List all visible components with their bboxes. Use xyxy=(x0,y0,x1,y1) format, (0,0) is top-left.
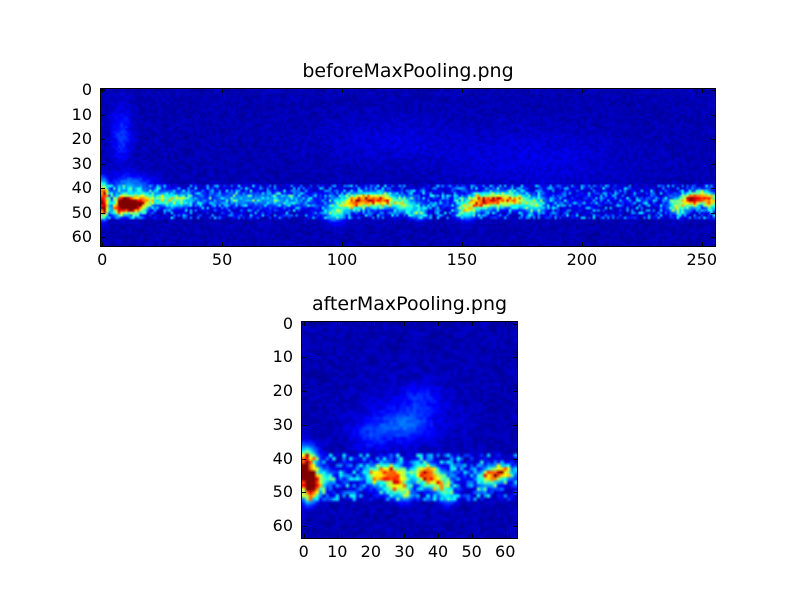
x-tick-mark xyxy=(337,534,339,538)
y-tick-mark xyxy=(711,163,715,165)
plot-title-after: afterMaxPooling.png xyxy=(311,293,508,316)
heatmap-canvas-before xyxy=(101,89,715,246)
y-tick-label: 40 xyxy=(272,448,293,468)
x-tick-mark xyxy=(337,322,339,326)
y-tick-label: 10 xyxy=(71,104,92,124)
y-tick-mark xyxy=(302,458,306,460)
x-tick-label: 50 xyxy=(461,542,482,561)
x-tick-mark xyxy=(222,242,224,246)
y-tick-label: 20 xyxy=(272,381,293,401)
x-tick-mark xyxy=(303,534,305,538)
x-tick-mark xyxy=(370,534,372,538)
x-tick-label: 0 xyxy=(97,250,108,269)
y-tick-label: 20 xyxy=(71,129,92,149)
y-tick-mark xyxy=(101,139,105,141)
x-tick-mark xyxy=(370,322,372,326)
y-tick-mark xyxy=(513,526,517,528)
y-tick-mark xyxy=(302,357,306,359)
x-tick-mark xyxy=(471,534,473,538)
heatmap-before-maxpooling: beforeMaxPooling.png 0 50 100 150 200 250 0 10 2… xyxy=(72,61,717,268)
y-tick-label: 60 xyxy=(71,227,92,247)
x-tick-label: 250 xyxy=(686,250,718,269)
x-tick-label: 50 xyxy=(211,250,233,269)
x-tick-label: 20 xyxy=(360,542,382,561)
y-tick-label: 60 xyxy=(272,516,293,536)
y-tick-label: 30 xyxy=(272,414,293,434)
y-tick-label: 10 xyxy=(272,347,293,367)
y-tick-label: 30 xyxy=(71,153,92,173)
x-tick-label: 100 xyxy=(326,250,358,269)
y-tick-mark xyxy=(101,237,105,239)
x-tick-mark xyxy=(342,89,344,93)
y-tick-mark xyxy=(711,139,715,141)
y-tick-mark xyxy=(302,323,306,325)
x-tick-mark xyxy=(701,242,703,246)
x-tick-label: 150 xyxy=(446,250,478,269)
y-tick-mark xyxy=(513,323,517,325)
y-tick-mark xyxy=(101,188,105,190)
heatmap-after-maxpooling: afterMaxPooling.png 0 10 20 30 40 50 60 0 10 20 30… xyxy=(273,294,518,560)
y-tick-label: 0 xyxy=(282,313,293,333)
y-tick-mark xyxy=(302,424,306,426)
y-tick-label: 50 xyxy=(71,202,92,222)
y-tick-mark xyxy=(513,458,517,460)
x-tick-mark xyxy=(461,89,463,93)
x-tick-mark xyxy=(342,242,344,246)
y-tick-mark xyxy=(711,188,715,190)
y-tick-label: 50 xyxy=(272,482,293,502)
y-tick-mark xyxy=(711,212,715,214)
x-tick-mark xyxy=(581,242,583,246)
x-tick-mark xyxy=(438,534,440,538)
x-tick-mark xyxy=(222,89,224,93)
x-tick-mark xyxy=(505,534,507,538)
x-tick-label: 0 xyxy=(298,542,309,561)
y-tick-mark xyxy=(711,237,715,239)
y-tick-mark xyxy=(513,424,517,426)
x-tick-label: 30 xyxy=(394,542,415,561)
x-tick-label: 60 xyxy=(495,542,516,561)
y-tick-mark xyxy=(101,163,105,165)
heatmap-canvas-after xyxy=(302,322,517,538)
x-tick-mark xyxy=(404,322,406,326)
y-tick-mark xyxy=(711,90,715,92)
plot-title-before: beforeMaxPooling.png xyxy=(302,60,514,83)
y-tick-mark xyxy=(513,492,517,494)
x-tick-mark xyxy=(581,89,583,93)
x-tick-mark xyxy=(102,242,104,246)
x-tick-label: 200 xyxy=(566,250,598,269)
x-tick-mark xyxy=(438,322,440,326)
y-tick-mark xyxy=(302,492,306,494)
x-tick-mark xyxy=(701,89,703,93)
y-tick-mark xyxy=(711,114,715,116)
x-tick-label: 40 xyxy=(427,542,449,561)
y-tick-mark xyxy=(101,212,105,214)
y-tick-mark xyxy=(302,526,306,528)
x-tick-mark xyxy=(471,322,473,326)
y-tick-mark xyxy=(513,357,517,359)
x-tick-mark xyxy=(404,534,406,538)
y-tick-mark xyxy=(302,391,306,393)
x-tick-mark xyxy=(461,242,463,246)
y-tick-label: 0 xyxy=(81,80,92,100)
y-tick-mark xyxy=(101,114,105,116)
x-tick-mark xyxy=(505,322,507,326)
y-tick-mark xyxy=(101,90,105,92)
x-tick-label: 10 xyxy=(327,542,348,561)
y-tick-label: 40 xyxy=(71,178,92,198)
y-tick-mark xyxy=(513,391,517,393)
